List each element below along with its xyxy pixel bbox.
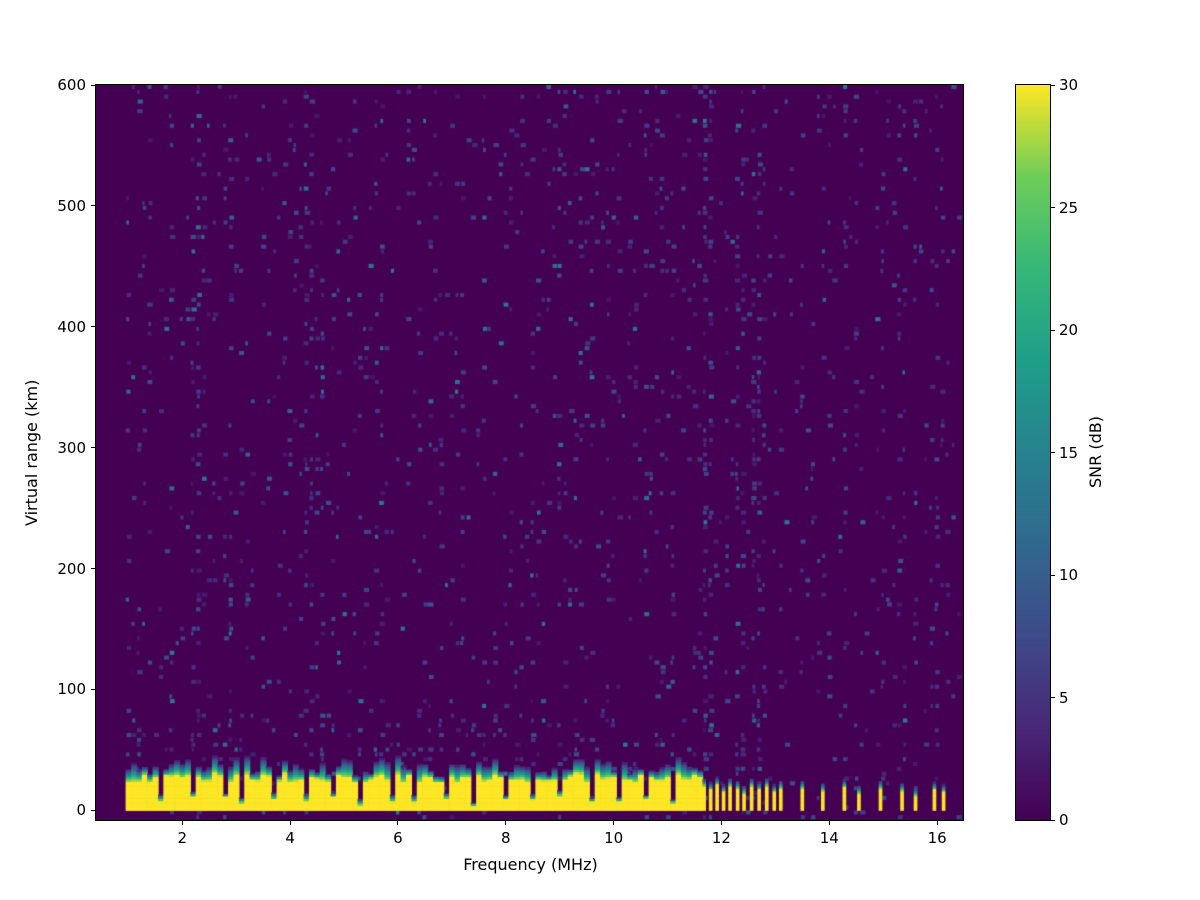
y-tick-mark: [91, 447, 95, 449]
y-tick-label: 100: [57, 680, 86, 699]
colorbar-tick-mark: [1051, 452, 1055, 453]
x-tick-mark: [397, 821, 399, 825]
colorbar: [1015, 84, 1051, 821]
y-tick-mark: [91, 84, 95, 86]
colorbar-tick-mark: [1051, 819, 1055, 821]
x-tick-label: 16: [927, 829, 947, 847]
colorbar-tick-mark: [1051, 697, 1055, 698]
y-tick-label: 200: [57, 559, 86, 578]
colorbar-tick-mark: [1051, 574, 1055, 576]
x-tick-label: 8: [500, 829, 511, 847]
y-axis-label: Virtual range (km): [22, 379, 41, 526]
x-tick-mark: [828, 821, 830, 825]
x-tick-label: 14: [819, 829, 839, 847]
colorbar-tick-mark: [1051, 207, 1055, 208]
y-tick-mark: [91, 205, 95, 207]
colorbar-tick-label: 20: [1059, 321, 1079, 339]
x-tick-mark: [505, 821, 507, 825]
colorbar-tick-label: 0: [1059, 811, 1069, 829]
colorbar-tick-label: 25: [1059, 198, 1079, 217]
x-tick-mark: [181, 821, 183, 825]
heatmap-canvas: [96, 85, 963, 820]
colorbar-tick-label: 5: [1059, 688, 1069, 707]
x-axis-label: Frequency (MHz): [463, 855, 598, 874]
x-tick-mark: [936, 821, 938, 825]
y-tick-mark: [91, 326, 95, 328]
x-tick-label: 12: [711, 829, 731, 847]
colorbar-tick-label: 30: [1059, 76, 1079, 94]
y-tick-label: 400: [57, 317, 86, 336]
x-tick-label: 10: [604, 829, 624, 847]
colorbar-tick-label: 15: [1059, 443, 1079, 462]
x-tick-label: 6: [393, 829, 403, 847]
plot-area: [95, 84, 964, 821]
x-tick-label: 2: [177, 829, 188, 847]
x-tick-mark: [720, 821, 722, 825]
y-tick-mark: [91, 688, 95, 690]
y-tick-mark: [91, 809, 95, 811]
y-tick-label: 300: [57, 438, 86, 457]
y-tick-label: 500: [57, 196, 86, 215]
colorbar-tick-mark: [1051, 329, 1055, 331]
y-tick-mark: [91, 568, 95, 570]
x-tick-label: 4: [285, 829, 295, 847]
colorbar-tick-label: 10: [1059, 566, 1079, 584]
y-tick-label: 600: [57, 76, 86, 94]
colorbar-tick-mark: [1051, 84, 1055, 86]
x-tick-mark: [289, 821, 291, 825]
colorbar-label: SNR (dB): [1086, 416, 1105, 489]
colorbar-canvas: [1016, 85, 1050, 820]
x-tick-mark: [613, 821, 615, 825]
y-tick-label: 0: [76, 801, 86, 820]
